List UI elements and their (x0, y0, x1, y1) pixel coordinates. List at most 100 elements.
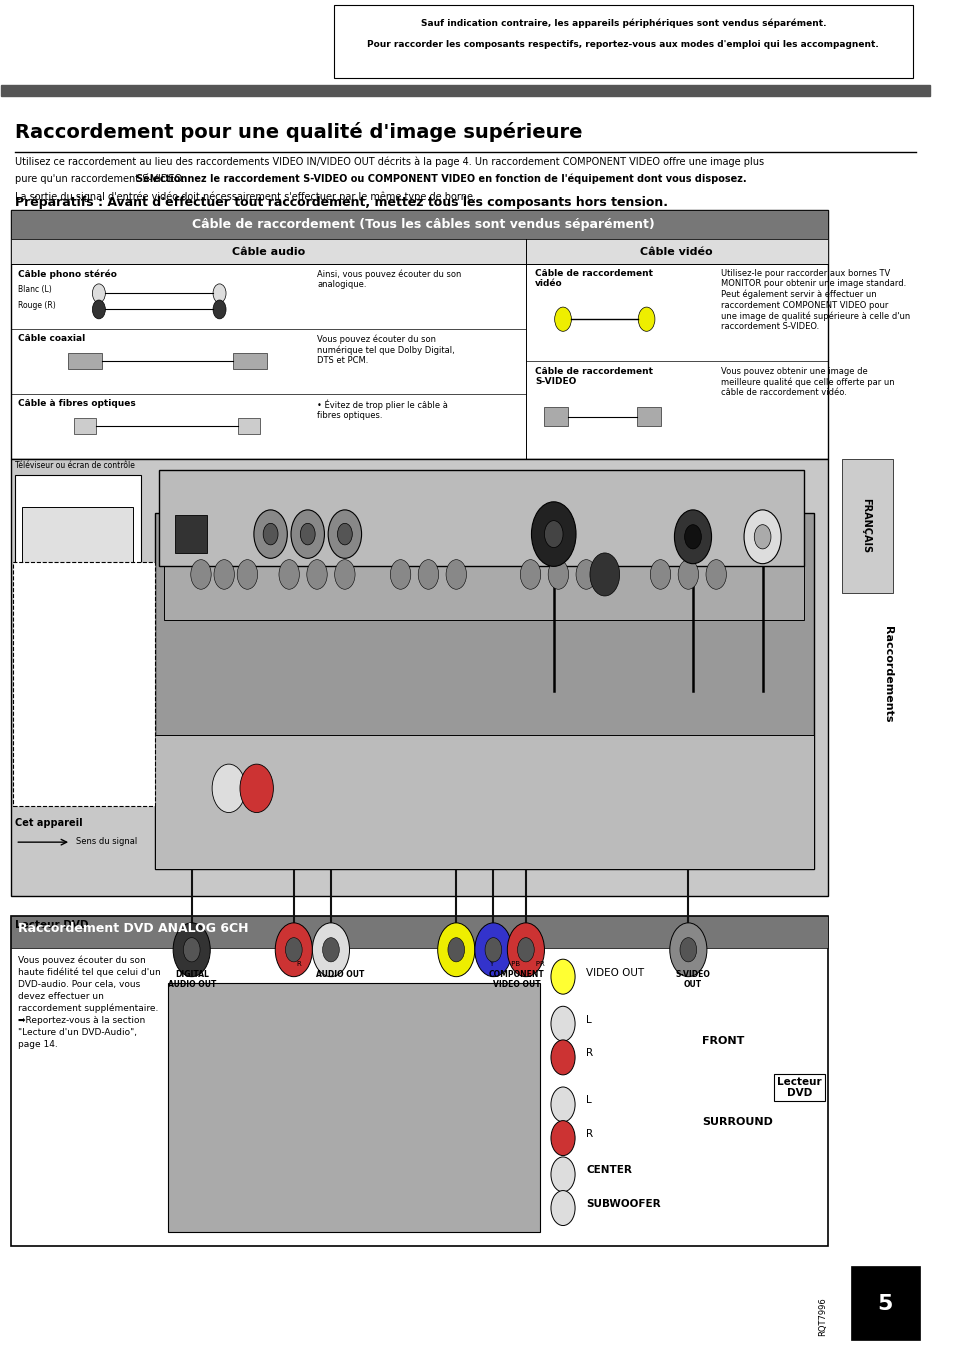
Text: FRONT: FRONT (701, 1037, 744, 1046)
Bar (1, 85, 929, 96)
Text: L: L (586, 1015, 592, 1024)
Text: R: R (586, 1130, 593, 1139)
Circle shape (253, 510, 287, 558)
Text: R: R (295, 961, 300, 967)
Text: Rouge (R): Rouge (R) (18, 302, 56, 310)
Circle shape (337, 523, 352, 545)
Text: VIDEO OUT: VIDEO OUT (586, 968, 643, 977)
Bar (15, 926, 159, 993)
Bar (10, 917, 827, 949)
Bar (174, 515, 207, 553)
Text: VIDEO IN: VIDEO IN (297, 488, 346, 499)
Circle shape (554, 307, 571, 332)
Circle shape (172, 923, 210, 977)
Circle shape (191, 559, 211, 589)
Text: RQT7996: RQT7996 (818, 1297, 827, 1336)
Text: 5: 5 (877, 1294, 892, 1313)
Circle shape (213, 301, 226, 319)
Bar (159, 469, 803, 566)
Text: Câble audio: Câble audio (232, 247, 305, 256)
Circle shape (705, 559, 725, 589)
Text: Câble vidéo: Câble vidéo (639, 247, 712, 256)
Circle shape (551, 1006, 575, 1041)
Text: COMPONENT: COMPONENT (286, 472, 356, 483)
Bar (10, 210, 827, 240)
FancyBboxPatch shape (334, 5, 912, 78)
Bar (22, 507, 133, 617)
Circle shape (551, 1157, 575, 1192)
Circle shape (312, 923, 349, 977)
Text: Vous pouvez obtenir une image de
meilleure qualité que celle offerte par un
câbl: Vous pouvez obtenir une image de meilleu… (720, 367, 894, 398)
Text: COMPONENT VIDEO: COMPONENT VIDEO (327, 532, 381, 538)
Bar (164, 519, 803, 620)
Text: COMPONENT
VIDEO OUT: COMPONENT VIDEO OUT (488, 971, 544, 989)
Text: Utilisez ce raccordement au lieu des raccordements VIDEO IN/VIDEO OUT décrits à : Utilisez ce raccordement au lieu des rac… (15, 156, 763, 167)
Circle shape (263, 523, 277, 545)
Text: Lecteur
DVD: Lecteur DVD (777, 1077, 821, 1099)
Text: Ainsi, vous pouvez écouter du son
analogique.: Ainsi, vous pouvez écouter du son analog… (316, 270, 461, 288)
Circle shape (551, 1039, 575, 1074)
Circle shape (544, 520, 562, 547)
Text: SUBWOOFER: SUBWOOFER (586, 1198, 660, 1209)
Circle shape (448, 938, 464, 962)
Text: Câble phono stéréo: Câble phono stéréo (18, 270, 117, 279)
Text: AUDIO OUT: AUDIO OUT (708, 472, 769, 483)
Text: Y        PB       PR: Y PB PR (488, 961, 544, 967)
Circle shape (437, 923, 475, 977)
Text: PR: PR (339, 507, 350, 516)
Text: La sortie du signal d'entrée vidéo doit nécessairement s'effectuer par le même t: La sortie du signal d'entrée vidéo doit … (15, 191, 476, 202)
Text: AUDIO OUT: AUDIO OUT (315, 971, 364, 979)
Text: S-VIDEO
OUT: S-VIDEO OUT (675, 971, 710, 989)
Text: Blanc (L): Blanc (L) (18, 286, 51, 294)
Circle shape (674, 510, 711, 563)
Circle shape (638, 307, 655, 332)
Bar (850, 1266, 920, 1340)
Text: Téléviseur ou écran de contrôle: Téléviseur ou écran de contrôle (15, 461, 135, 470)
Text: Pour raccorder les composants respectifs, reportez-vous aux modes d'emploi qui l: Pour raccorder les composants respectifs… (367, 40, 879, 50)
Bar (10, 458, 827, 896)
Circle shape (328, 510, 361, 558)
Circle shape (446, 559, 466, 589)
Circle shape (390, 559, 411, 589)
Circle shape (754, 524, 770, 549)
Circle shape (684, 524, 700, 549)
Circle shape (475, 923, 512, 977)
Circle shape (300, 523, 314, 545)
Text: Préparatifs : Avant d'effectuer tout raccordement, mettez tous les composants ho: Préparatifs : Avant d'effectuer tout rac… (15, 197, 668, 209)
Circle shape (291, 510, 324, 558)
Text: Raccordements: Raccordements (882, 625, 892, 723)
Circle shape (551, 1086, 575, 1122)
Text: Sens du signal: Sens du signal (75, 837, 137, 845)
Circle shape (240, 764, 274, 813)
Text: L: L (226, 772, 231, 782)
Circle shape (678, 559, 698, 589)
Text: • Évitez de trop plier le câble à
fibres optiques.: • Évitez de trop plier le câble à fibres… (316, 399, 447, 421)
Text: DIGITAL
AUDIO OUT: DIGITAL AUDIO OUT (168, 971, 215, 989)
Text: IN: IN (547, 488, 559, 499)
Circle shape (307, 559, 327, 589)
Text: Raccordement DVD ANALOG 6CH: Raccordement DVD ANALOG 6CH (18, 922, 249, 934)
Bar (69, 353, 102, 369)
Bar (169, 984, 539, 1232)
Bar (238, 418, 260, 434)
Circle shape (650, 559, 670, 589)
Text: Lecteur DVD: Lecteur DVD (15, 921, 89, 930)
Circle shape (237, 559, 257, 589)
Text: AUDIO: AUDIO (175, 487, 208, 496)
Text: Y: Y (268, 507, 273, 516)
Circle shape (183, 938, 200, 962)
Text: Câble à fibres optiques: Câble à fibres optiques (18, 399, 135, 408)
Text: Sélectionnez le raccordement S-VIDEO ou COMPONENT VIDEO en fonction de l'équipem: Sélectionnez le raccordement S-VIDEO ou … (136, 174, 746, 185)
Text: L: L (760, 496, 764, 507)
Circle shape (275, 923, 312, 977)
Circle shape (551, 1190, 575, 1225)
Bar (154, 735, 813, 869)
Bar (15, 474, 140, 634)
Text: OUT: OUT (181, 501, 202, 511)
Circle shape (551, 960, 575, 995)
Bar (10, 240, 827, 264)
Bar (154, 512, 813, 869)
Circle shape (576, 559, 596, 589)
Circle shape (285, 938, 302, 962)
Text: R: R (253, 772, 259, 782)
